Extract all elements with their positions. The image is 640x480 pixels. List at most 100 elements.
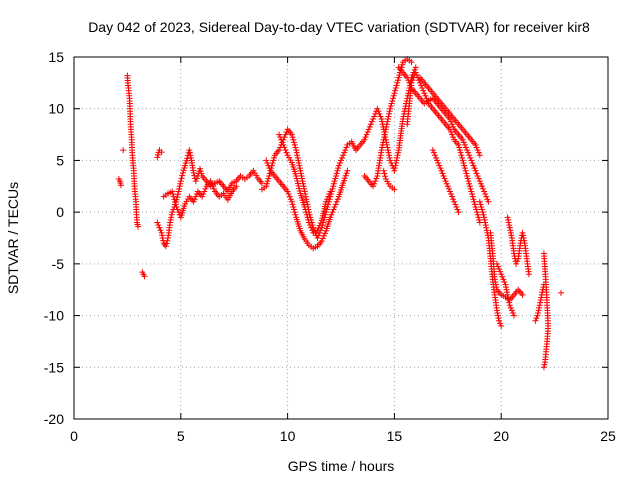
data-point	[283, 149, 290, 156]
data-point	[430, 149, 437, 156]
data-point	[177, 180, 184, 187]
x-tick-label: 25	[600, 428, 616, 444]
data-point	[448, 118, 455, 125]
data-point	[460, 160, 467, 167]
data-point	[429, 147, 436, 154]
data-point	[333, 198, 340, 205]
data-point	[328, 211, 335, 218]
data-point	[193, 175, 200, 182]
data-point	[277, 134, 284, 141]
data-point	[391, 165, 398, 172]
data-point	[167, 216, 174, 223]
data-point	[190, 169, 197, 176]
data-point	[472, 167, 479, 174]
data-point	[330, 180, 337, 187]
data-point	[503, 286, 510, 293]
data-point	[499, 273, 506, 280]
data-point	[319, 235, 326, 242]
data-point	[207, 178, 214, 185]
data-point	[473, 206, 480, 213]
data-point	[483, 227, 490, 234]
data-point	[525, 271, 532, 278]
data-point	[461, 162, 468, 169]
data-point	[481, 214, 488, 221]
data-point	[501, 278, 508, 285]
data-point	[462, 167, 469, 174]
data-point	[385, 113, 392, 120]
data-point	[388, 100, 395, 107]
data-point	[395, 149, 402, 156]
y-tick-label: -10	[44, 308, 64, 324]
data-point	[291, 141, 298, 148]
data-point	[175, 188, 182, 195]
data-point	[389, 95, 396, 102]
data-point	[158, 229, 165, 236]
data-point	[299, 178, 306, 185]
data-point	[264, 160, 271, 167]
data-point	[200, 191, 207, 198]
data-point	[135, 223, 142, 230]
data-point	[520, 235, 527, 241]
data-point	[372, 178, 379, 185]
data-point	[466, 180, 473, 187]
data-point	[537, 297, 544, 304]
data-point	[376, 110, 383, 117]
data-point	[485, 198, 492, 205]
data-point	[467, 185, 474, 192]
data-point	[455, 209, 462, 216]
data-point	[431, 152, 438, 159]
data-point	[471, 201, 478, 208]
data-point	[466, 183, 473, 190]
data-point	[461, 141, 468, 148]
data-point	[291, 139, 298, 146]
data-point	[393, 157, 400, 164]
plot-frame	[73, 56, 609, 420]
data-point	[513, 260, 520, 267]
y-tick-label: -5	[52, 256, 65, 272]
data-point	[449, 131, 456, 138]
data-point	[479, 209, 486, 216]
data-point	[289, 201, 296, 208]
data-point	[511, 312, 518, 319]
data-point	[449, 121, 456, 128]
data-point	[387, 105, 394, 112]
data-point	[392, 85, 399, 92]
data-point	[176, 185, 183, 192]
data-point	[533, 315, 540, 322]
data-point	[293, 149, 300, 156]
data-point	[535, 307, 542, 314]
data-point	[169, 188, 176, 195]
data-point	[263, 157, 270, 164]
data-point	[446, 188, 453, 195]
data-point	[362, 134, 369, 141]
data-point	[477, 180, 484, 187]
data-point	[477, 201, 484, 208]
x-axis-label: GPS time / hours	[288, 458, 395, 474]
data-point	[199, 193, 206, 200]
data-point	[314, 235, 321, 241]
data-point	[159, 235, 166, 241]
data-point	[276, 147, 283, 154]
data-point	[519, 291, 526, 298]
data-point	[408, 59, 415, 66]
data-point	[469, 160, 476, 167]
data-point	[384, 147, 391, 154]
data-point	[458, 152, 465, 159]
data-point	[271, 154, 278, 161]
data-point	[386, 152, 393, 159]
data-point	[363, 131, 370, 138]
data-point	[459, 154, 466, 161]
data-point	[302, 206, 309, 213]
x-tick-label: 0	[70, 428, 78, 444]
data-point	[315, 225, 322, 232]
data-point	[521, 237, 528, 244]
data-point	[476, 152, 483, 159]
data-point	[491, 276, 498, 283]
data-point	[175, 209, 182, 216]
data-point	[395, 74, 402, 81]
data-point	[464, 147, 471, 154]
data-point	[500, 276, 507, 283]
data-point	[344, 167, 351, 174]
data-point	[157, 227, 164, 234]
data-point	[141, 273, 148, 280]
